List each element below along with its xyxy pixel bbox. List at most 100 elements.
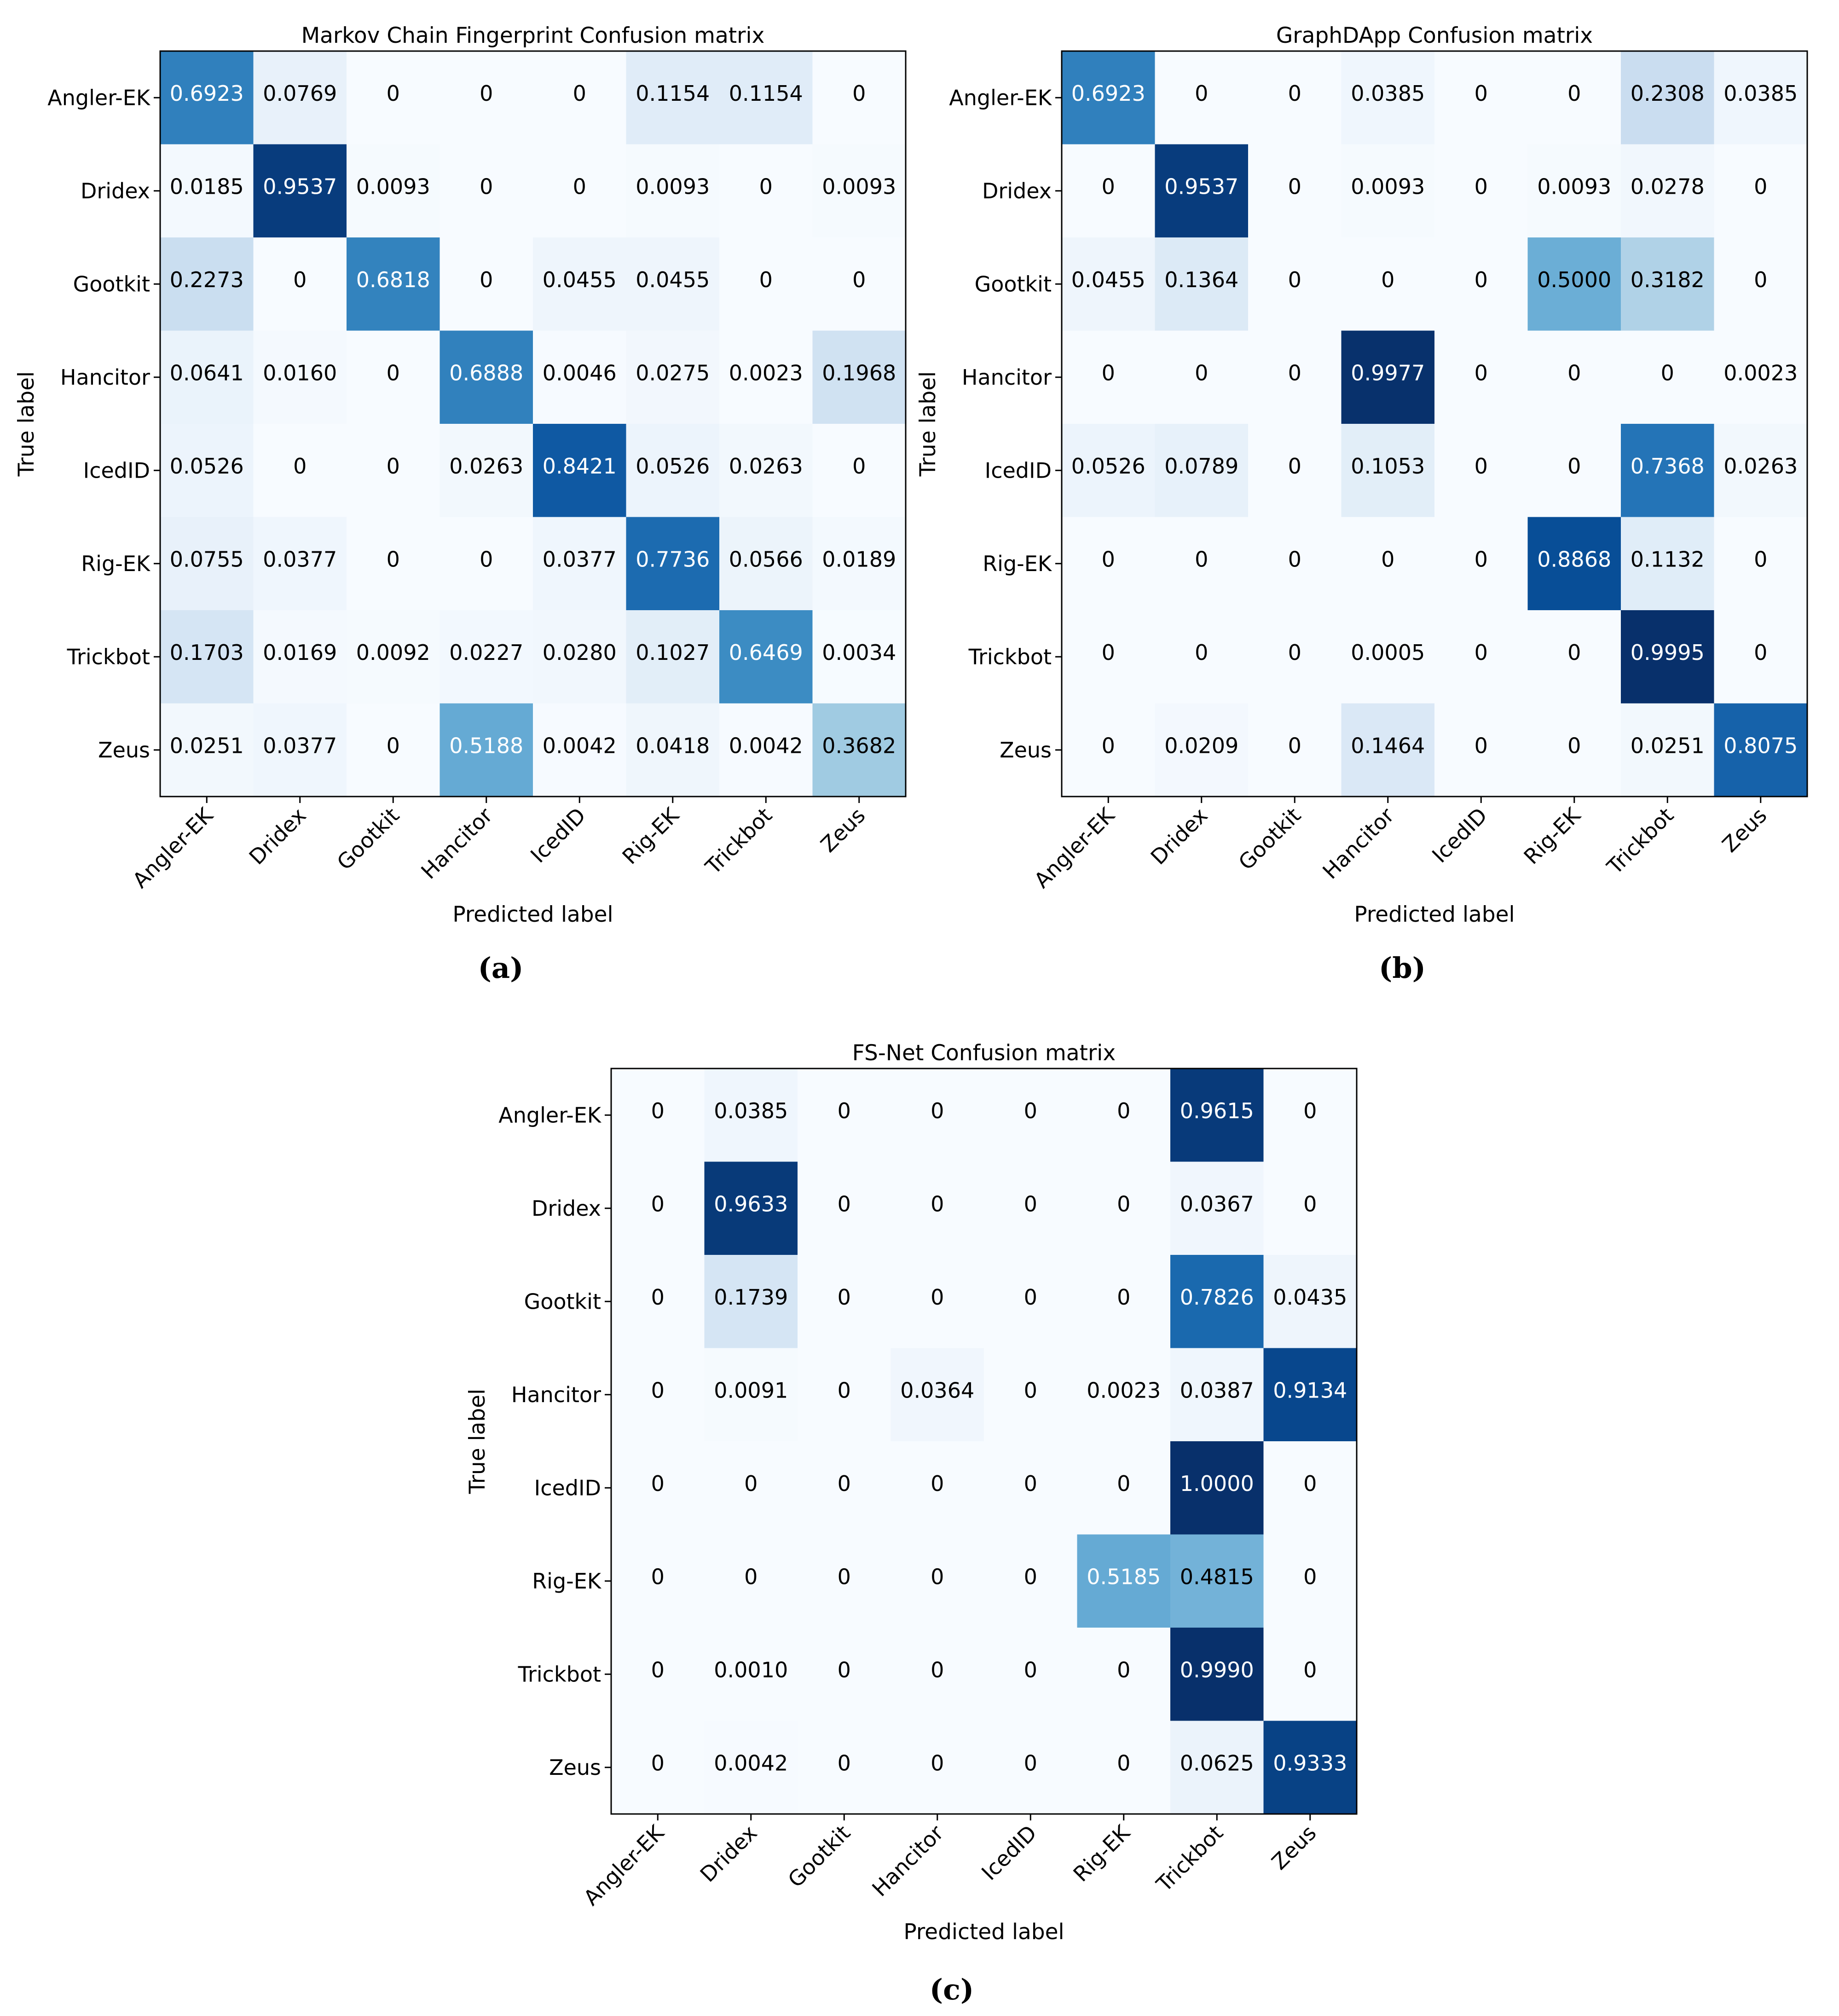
heatmap-cell bbox=[798, 1534, 891, 1628]
cell-value-label: 0.9537 bbox=[263, 174, 337, 199]
cell-value-label: 0.0364 bbox=[900, 1378, 974, 1403]
y-tick-label: Angler-EK bbox=[47, 85, 151, 110]
cell-value-label: 0.8075 bbox=[1723, 733, 1798, 758]
heatmap-cell bbox=[812, 51, 906, 145]
x-tick-label: Rig-EK bbox=[1519, 802, 1585, 869]
heatmap-cell bbox=[798, 1255, 891, 1349]
heatmap-cell bbox=[1621, 51, 1715, 145]
cell-value-label: 0 bbox=[838, 1378, 851, 1403]
heatmap-cell bbox=[1077, 1628, 1171, 1721]
heatmap-panel-1: Markov Chain Fingerprint Confusion matri… bbox=[14, 23, 907, 985]
cell-value-label: 0.7736 bbox=[636, 547, 710, 572]
cell-value-label: 0 bbox=[1288, 454, 1301, 479]
cell-value-label: 0 bbox=[651, 1471, 665, 1496]
heatmap-cell bbox=[1714, 517, 1808, 611]
heatmap-panel-3: FS-Net Confusion matrix 0 0.0385 0 0 0 0 0.9615… bbox=[465, 1040, 1358, 2006]
heatmap-cell bbox=[1527, 237, 1621, 331]
heatmap-cell bbox=[1062, 144, 1156, 238]
x-tick-label: Dridex bbox=[244, 803, 311, 870]
heatmap-cell bbox=[1621, 144, 1715, 238]
x-tick-label: Gootkit bbox=[332, 803, 404, 875]
cell-value-label: 0 bbox=[1102, 547, 1115, 572]
cell-value-label: 0 bbox=[480, 547, 493, 572]
heatmap-cell bbox=[1248, 144, 1342, 238]
cell-value-label: 0.2308 bbox=[1631, 81, 1705, 106]
heatmap-cell bbox=[160, 703, 254, 797]
heatmap-cell bbox=[253, 330, 347, 424]
cell-value-label: 0.0209 bbox=[1164, 733, 1238, 758]
cell-value-label: 0 bbox=[1381, 547, 1394, 572]
cell-value-label: 0 bbox=[1288, 267, 1301, 292]
heatmap-cell bbox=[812, 517, 906, 611]
cell-value-label: 0 bbox=[573, 174, 586, 199]
heatmap-cell bbox=[984, 1441, 1078, 1535]
heatmap-cell bbox=[1155, 330, 1249, 424]
heatmap-cell bbox=[1062, 51, 1156, 145]
heatmap-cell bbox=[1155, 610, 1249, 704]
x-tick-label: Angler-EK bbox=[1029, 802, 1120, 893]
cell-value-label: 0.9977 bbox=[1351, 360, 1425, 385]
heatmap-cell bbox=[891, 1255, 984, 1349]
cell-value-label: 0 bbox=[1475, 547, 1488, 572]
cell-value-label: 0 bbox=[480, 81, 493, 106]
heatmap-cell bbox=[1263, 1255, 1357, 1349]
cell-value-label: 0.0093 bbox=[822, 174, 896, 199]
heatmap-panel-2: GraphDApp Confusion matrix 0.6923 0 0 0.0385… bbox=[915, 23, 1808, 985]
heatmap-cell bbox=[812, 703, 906, 797]
cell-value-label: 0.1739 bbox=[714, 1285, 788, 1310]
cell-value-label: 0.0387 bbox=[1180, 1378, 1254, 1403]
cell-value-label: 0.8421 bbox=[543, 454, 617, 479]
heatmap-cell bbox=[626, 330, 720, 424]
cell-value-label: 0 bbox=[852, 454, 866, 479]
cell-value-label: 0 bbox=[1754, 640, 1767, 665]
heatmap-cell bbox=[1170, 1628, 1264, 1721]
cell-value-label: 0.0455 bbox=[636, 267, 710, 292]
cell-value-label: 0 bbox=[1475, 174, 1488, 199]
heatmap-cell bbox=[1155, 51, 1249, 145]
cell-value-label: 0.1464 bbox=[1351, 733, 1425, 758]
heatmap-cell bbox=[1062, 610, 1156, 704]
heatmap-cell bbox=[1434, 330, 1528, 424]
cell-value-label: 0.5185 bbox=[1087, 1564, 1161, 1589]
heatmap-cell bbox=[891, 1069, 984, 1162]
heatmap-cell bbox=[1155, 237, 1249, 331]
heatmap-cell bbox=[440, 703, 533, 797]
heatmap-cell bbox=[160, 517, 254, 611]
cell-value-label: 0 bbox=[931, 1191, 944, 1216]
heatmap-cell bbox=[798, 1721, 891, 1814]
x-tick-label: IcedID bbox=[977, 1820, 1041, 1885]
heatmap-cell bbox=[1263, 1348, 1357, 1442]
cell-value-label: 0 bbox=[759, 174, 773, 199]
cell-value-label: 0 bbox=[931, 1471, 944, 1496]
cell-value-label: 0.0042 bbox=[729, 733, 803, 758]
x-tick-label: IcedID bbox=[526, 803, 590, 868]
cell-value-label: 0.0046 bbox=[543, 360, 617, 385]
cell-value-label: 0.7368 bbox=[1631, 454, 1705, 479]
heatmap-cell bbox=[891, 1721, 984, 1814]
y-axis-label: True label bbox=[465, 1389, 490, 1494]
cell-value-label: 0.9633 bbox=[714, 1191, 788, 1216]
y-tick-label: Hancitor bbox=[60, 365, 150, 390]
y-tick-label: Rig-EK bbox=[532, 1569, 602, 1594]
cell-value-label: 0 bbox=[1288, 81, 1301, 106]
heatmap-cell bbox=[1621, 703, 1715, 797]
cell-value-label: 0 bbox=[1475, 81, 1488, 106]
heatmap-cell bbox=[798, 1348, 891, 1442]
heatmap-cell bbox=[1527, 51, 1621, 145]
cell-value-label: 0 bbox=[1288, 547, 1301, 572]
cell-value-label: 0 bbox=[1754, 267, 1767, 292]
cell-value-label: 0.0526 bbox=[636, 454, 710, 479]
cell-value-label: 0 bbox=[651, 1564, 665, 1589]
heatmap-cell bbox=[719, 703, 813, 797]
heatmap-cell bbox=[1621, 610, 1715, 704]
cell-value-label: 0.0160 bbox=[263, 360, 337, 385]
cell-value-label: 0 bbox=[1024, 1658, 1037, 1682]
heatmap-cell bbox=[1248, 237, 1342, 331]
heatmap-cell bbox=[626, 703, 720, 797]
heatmap-cell bbox=[1062, 703, 1156, 797]
x-tick-label: Zeus bbox=[815, 803, 870, 857]
cell-value-label: 0.0263 bbox=[449, 454, 523, 479]
cell-value-label: 0.0385 bbox=[1723, 81, 1798, 106]
cell-value-label: 0.0755 bbox=[170, 547, 244, 572]
